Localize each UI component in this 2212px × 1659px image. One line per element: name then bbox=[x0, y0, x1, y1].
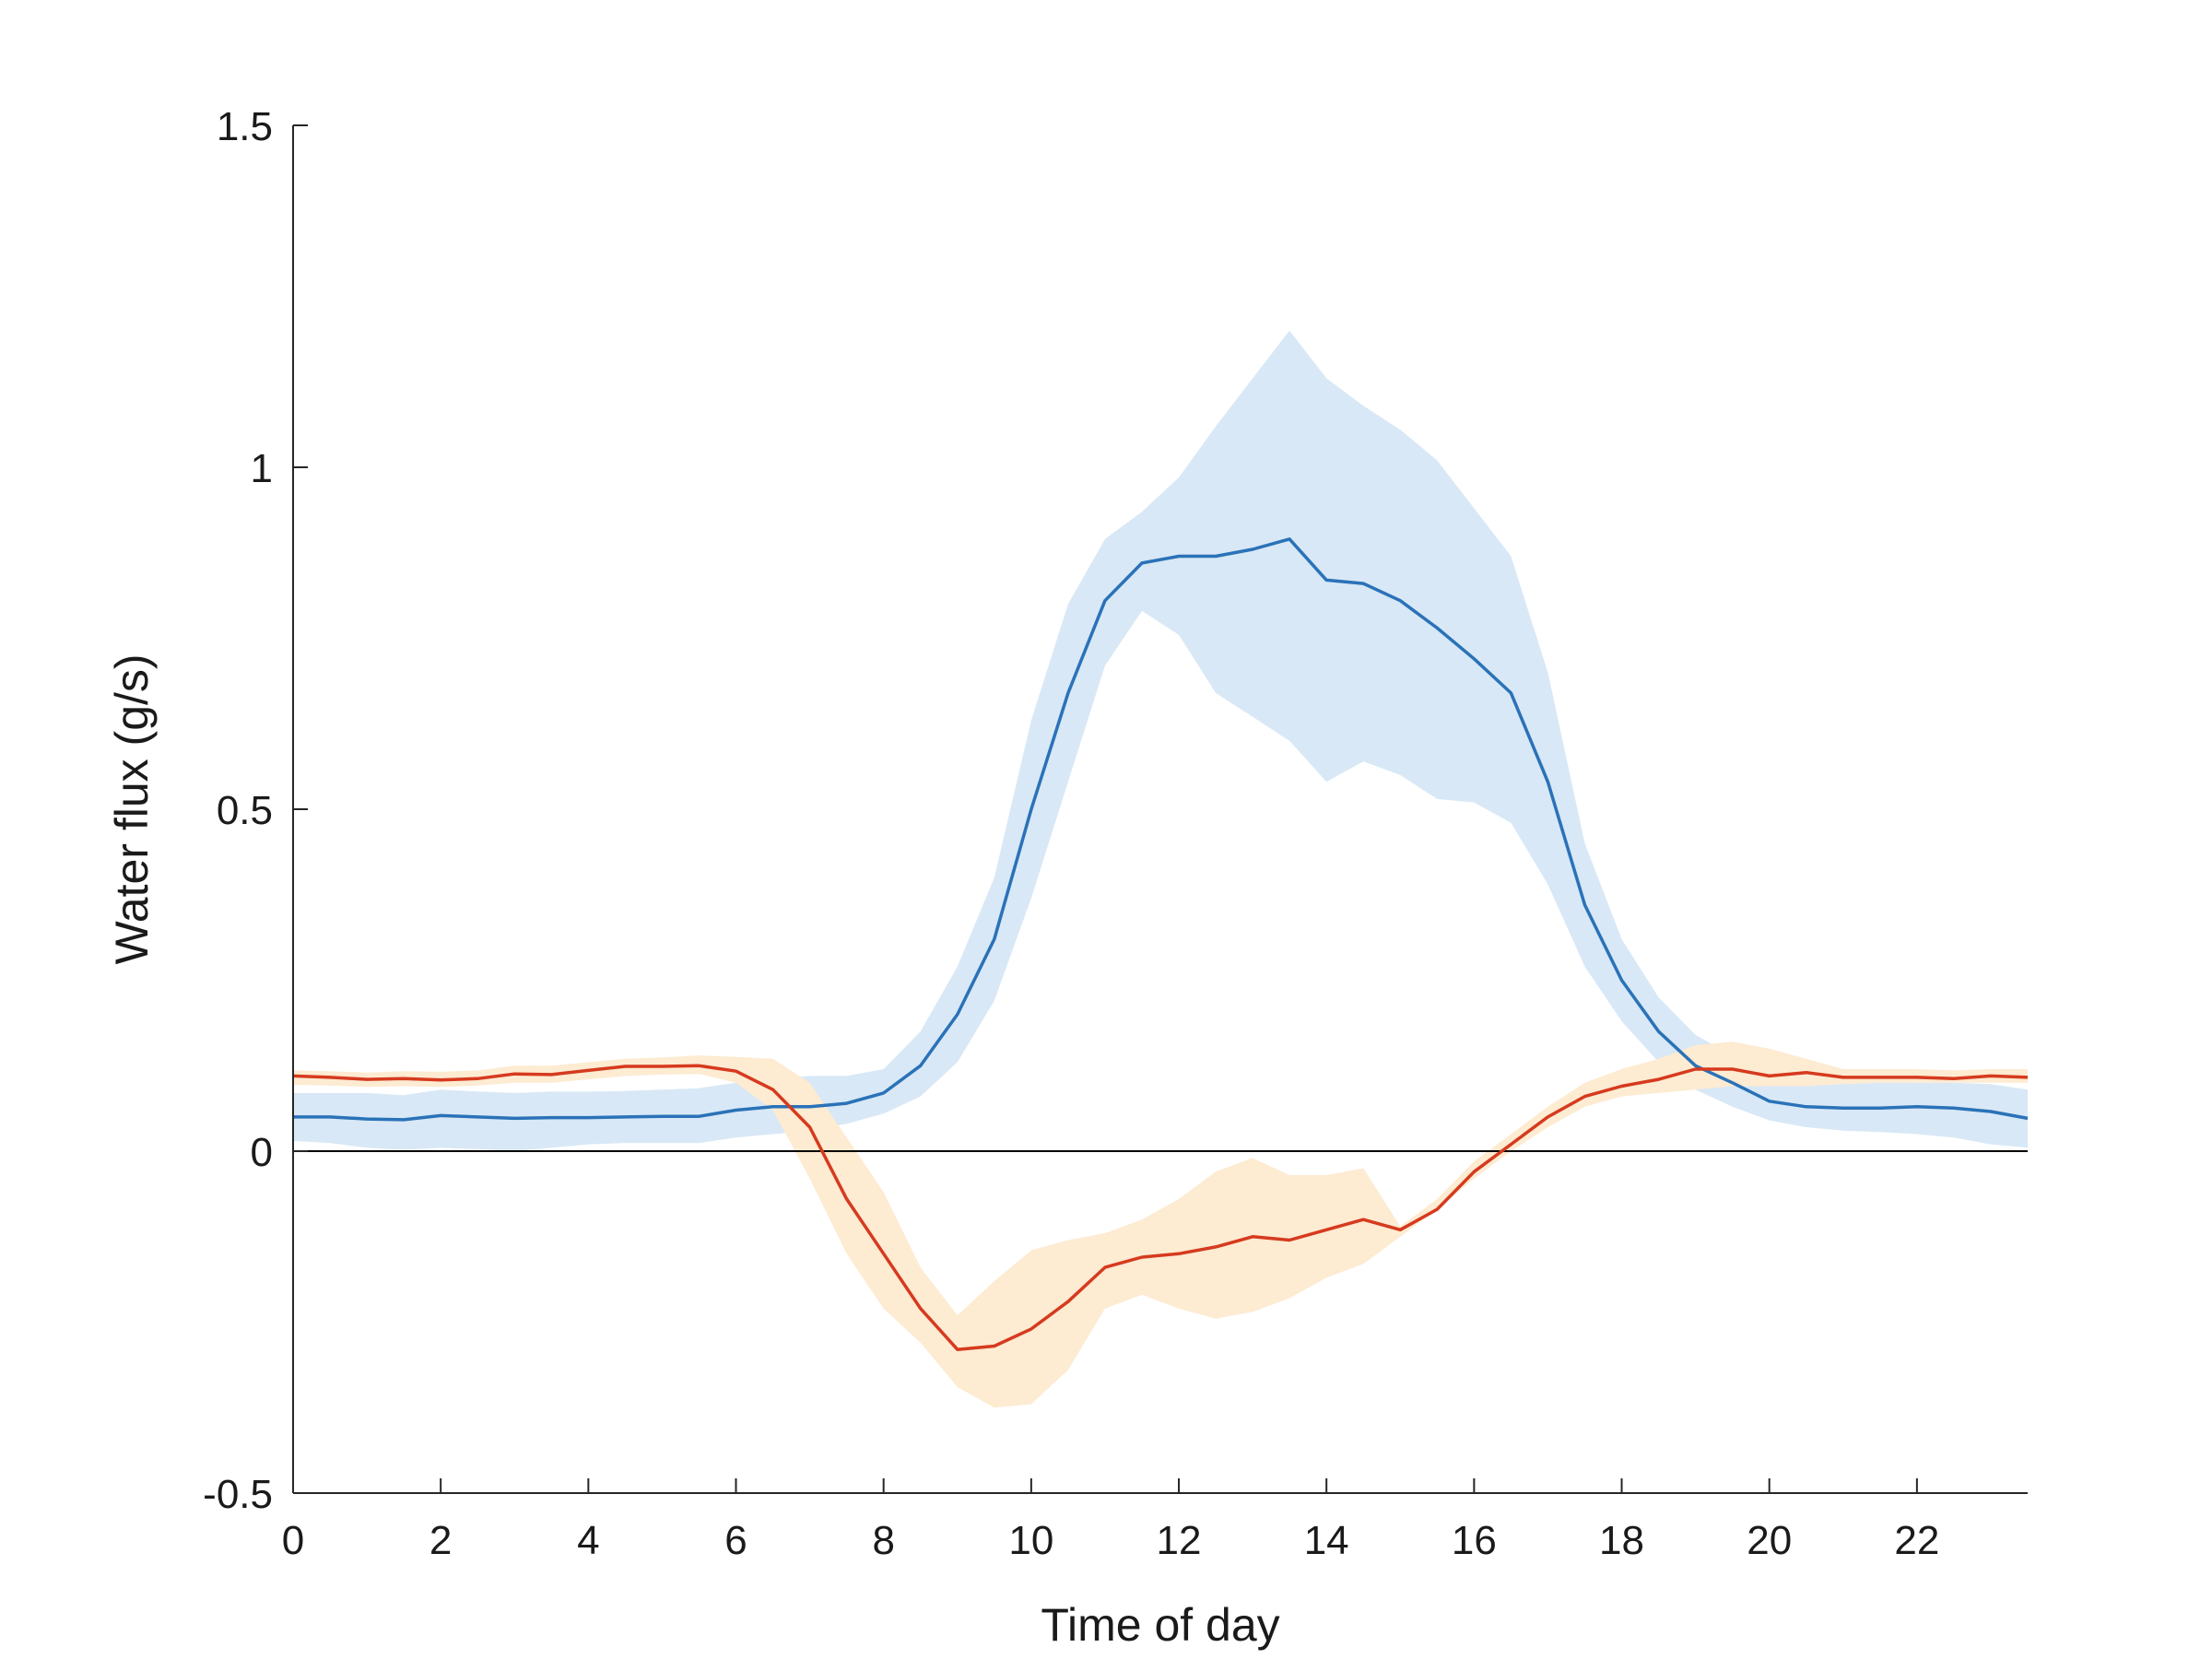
series-2-line bbox=[292, 1064, 2029, 1351]
x-tick-label: 2 bbox=[429, 1518, 452, 1563]
x-tick-label: 0 bbox=[282, 1518, 304, 1563]
y-tick-label: -0.5 bbox=[203, 1472, 273, 1517]
x-tick-label: 20 bbox=[1747, 1518, 1792, 1563]
x-axis-ticks: 0 2 4 6 8 10 12 14 16 18 20 22 bbox=[282, 1478, 1939, 1563]
x-tick-label: 6 bbox=[724, 1518, 747, 1563]
x-tick-label: 12 bbox=[1157, 1518, 1202, 1563]
y-axis-ticks: -0.5 0 0.5 1 1.5 bbox=[203, 104, 308, 1517]
x-tick-label: 14 bbox=[1304, 1518, 1349, 1563]
x-tick-label: 8 bbox=[872, 1518, 894, 1563]
x-tick-label: 10 bbox=[1008, 1518, 1053, 1563]
series-2-band bbox=[293, 1041, 2028, 1408]
series-lines bbox=[292, 537, 2029, 1351]
x-axis-label: Time of day bbox=[1041, 1599, 1279, 1651]
x-tick-label: 18 bbox=[1599, 1518, 1644, 1563]
series-1-line bbox=[293, 537, 2029, 1122]
x-tick-label: 16 bbox=[1452, 1518, 1497, 1563]
y-axis-label: Water flux (g/s) bbox=[106, 653, 158, 964]
x-tick-label: 22 bbox=[1894, 1518, 1939, 1563]
y-tick-label: 0 bbox=[251, 1130, 273, 1175]
series-1-band bbox=[293, 330, 2028, 1152]
y-tick-label: 1.5 bbox=[217, 104, 273, 149]
x-tick-label: 4 bbox=[577, 1518, 599, 1563]
y-tick-label: 1 bbox=[251, 446, 273, 491]
y-tick-label: 0.5 bbox=[217, 788, 273, 833]
confidence-bands bbox=[293, 330, 2028, 1408]
